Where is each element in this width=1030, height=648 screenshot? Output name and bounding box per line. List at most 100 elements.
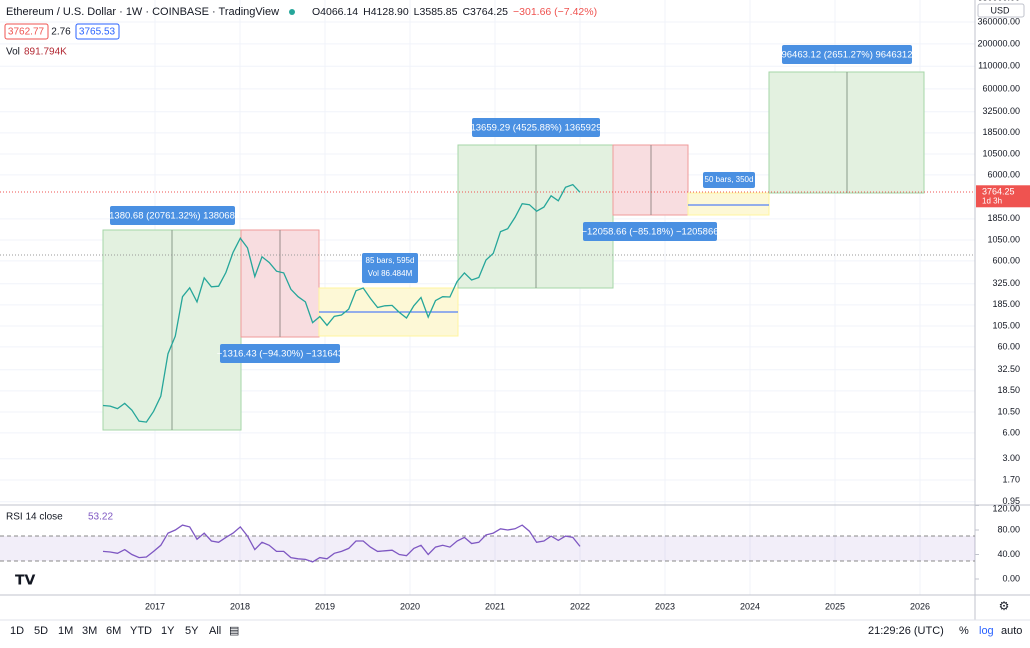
currency-button[interactable] [977,3,1025,18]
time-tick-label: 2024 [740,601,760,611]
price-tick-label: 60.00 [997,341,1020,351]
range-button[interactable]: 3M [82,625,97,637]
time-tick-label: 2021 [485,601,505,611]
price-tick-label: 3.00 [1002,453,1020,463]
status-dot [289,9,295,15]
sell-button[interactable] [4,23,49,40]
price-tick-label: 6000.00 [987,169,1020,179]
settings-icon[interactable]: ⚙ [999,599,1010,613]
toolbar: 1D 5D 1M 3M 6M YTD 1Y 5Y All [10,625,221,637]
price-tick-label: 18500.00 [982,127,1020,137]
label-box [362,253,418,283]
log-toggle[interactable]: log [979,625,994,637]
price-tick-label: 6.00 [1002,427,1020,437]
time-tick-label: 2025 [825,601,845,611]
price-tick-label: 32500.00 [982,106,1020,116]
rsi-band [0,536,975,561]
price-tick-label: 60000.00 [982,83,1020,93]
price-tick-label: 600.00 [992,255,1020,265]
rsi-label: RSI 14 close [6,512,63,523]
time-tick-label: 2026 [910,601,930,611]
last-price: 3764.25 [982,187,1015,197]
auto-toggle[interactable]: auto [1001,625,1022,637]
measure-label: −1316.43 (−94.30%) −131643 [217,349,344,360]
price-tick-label: 325.00 [992,278,1020,288]
volume: 891.794K [24,47,67,58]
range-button[interactable]: 1M [58,625,73,637]
measure-label: 13659.29 (4525.88%) 1365929 [470,123,601,134]
label-box [782,45,912,64]
ohlc: O4066.14 H4128.90 L3585.85 C3764.25 −301.66 … [312,6,597,18]
ohlc-value: C3764.25 [462,6,508,18]
range-button[interactable]: 5Y [185,625,199,637]
percent-toggle[interactable]: % [959,625,969,637]
price-tick-label: 1850.00 [987,213,1020,223]
ask[interactable]: 3765.53 [79,27,116,38]
currency[interactable]: USD [990,5,1010,15]
range-button[interactable]: All [209,625,221,637]
symbol: Ethereum / U.S. Dollar · 1W · COINBASE ·… [6,6,279,18]
rsi-tick-label: 0.00 [1002,573,1020,583]
ohlc-value: L3585.85 [414,6,458,18]
ohlc-value: −301.66 (−7.42%) [513,6,597,18]
range-button[interactable]: YTD [130,625,152,637]
price-tick-label: 18.50 [997,385,1020,395]
label-box [583,222,717,241]
price-tick-label: 105.00 [992,320,1020,330]
tv-logo: 𝗧𝗩 [15,572,36,588]
measure-box [687,192,770,216]
measure-labels: 1380.68 (20761.32%) 138068 −1316.43 (−94… [109,45,913,363]
price-tick-label: 110000.00 [978,61,1020,71]
time-tick-label: 2019 [315,601,335,611]
clock: 21:29:26 (UTC) [868,625,944,637]
range-button[interactable]: 1Y [161,625,175,637]
last-price-tag [976,185,1030,208]
date-range-icon[interactable]: ▤ [229,625,239,637]
measure-label: 96463.12 (2651.27%) 9646312 [781,50,912,61]
price-tick-label: 10.50 [997,406,1020,416]
price-tick-label: 200000.00 [977,38,1020,48]
price-tick-label: 680000.00 [977,0,1020,3]
time-tick-label: 2023 [655,601,675,611]
ohlc-value: H4128.90 [363,6,409,18]
spread: 2.76 [51,27,71,38]
measure-label: 1380.68 (20761.32%) 138068 [109,211,235,222]
price-tick-label: 10500.00 [982,148,1020,158]
rsi-tick-label: 120.00 [992,503,1020,513]
price-tick-label: 1050.00 [987,234,1020,244]
volume-label: Vol [6,47,20,58]
ohlc-value: O4066.14 [312,6,358,18]
countdown: 1d 3h [982,196,1002,205]
rsi-tick-label: 40.00 [997,549,1020,559]
price-tick-label: 360000.00 [977,16,1020,26]
label-box [472,118,600,137]
rsi-value: 53.22 [88,512,113,523]
axes: 680000.00 360000.00 200000.00 110000.00 6000… [145,0,1030,611]
rsi-series [102,524,581,563]
label-box [110,206,235,225]
price-tick-label: 32.50 [997,364,1020,374]
price-tick-label: 0.95 [1002,496,1020,506]
buy-button[interactable] [75,23,120,40]
bid[interactable]: 3762.77 [8,27,45,38]
measures [0,71,975,431]
rsi-tick-label: 80.00 [997,524,1020,534]
price-tick-label: 185.00 [992,299,1020,309]
rsi-line [102,524,581,563]
time-tick-label: 2018 [230,601,250,611]
price-line [102,183,581,423]
measure-label: 85 bars, 595d [366,256,415,265]
series [102,183,581,423]
measure-label: 50 bars, 350d [705,175,754,184]
label-box [220,344,340,363]
label-box [703,172,755,188]
time-tick-label: 2017 [145,601,165,611]
measure-label: −12058.66 (−85.18%) −1205866 [581,227,718,238]
measure-label: Vol 86.484M [368,269,413,278]
time-tick-label: 2022 [570,601,590,611]
range-button[interactable]: 1D [10,625,24,637]
range-button[interactable]: 5D [34,625,48,637]
time-tick-label: 2020 [400,601,420,611]
range-button[interactable]: 6M [106,625,121,637]
